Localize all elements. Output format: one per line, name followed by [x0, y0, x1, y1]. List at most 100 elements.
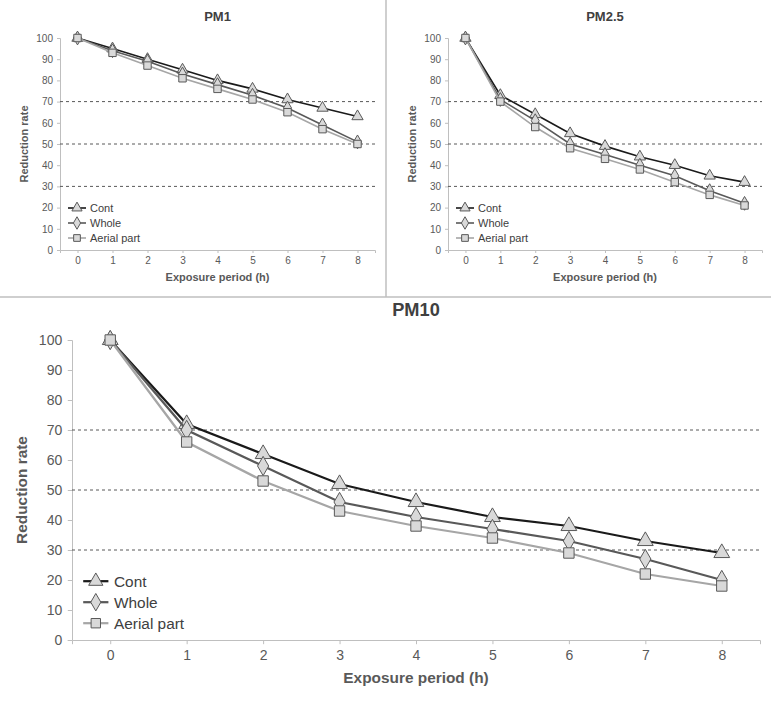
x-tick-mark	[500, 250, 501, 253]
y-tick: 80	[47, 392, 72, 408]
y-tick: 0	[435, 245, 448, 256]
y-tick-mark	[57, 229, 60, 230]
legend-marker	[74, 235, 81, 242]
x-tick-mark	[183, 250, 184, 253]
y-tick-mark	[68, 580, 72, 581]
y-tick-label: 80	[42, 75, 54, 86]
data-point	[741, 196, 749, 210]
x-tick: 8	[355, 250, 361, 266]
data-point	[319, 125, 326, 132]
y-tick-mark	[68, 550, 72, 551]
x-tick: 6	[285, 250, 291, 266]
series-line	[78, 38, 358, 116]
y-tick-mark	[68, 520, 72, 521]
y-tick-label: 100	[36, 33, 53, 44]
data-point	[354, 135, 362, 149]
x-tick-label: 5	[250, 255, 256, 266]
y-tick: 50	[430, 139, 448, 150]
x-tick-mark	[148, 250, 149, 253]
y-tick: 70	[42, 96, 60, 107]
x-tick-mark	[263, 640, 264, 644]
background	[0, 0, 771, 711]
x-tick: 1	[183, 640, 191, 663]
x-axis: 012345678	[449, 250, 763, 266]
y-tick: 50	[47, 482, 72, 498]
legend-label: Whole	[114, 594, 158, 611]
legend-marker	[91, 593, 101, 610]
series-line	[78, 38, 358, 144]
y-tick-label: 80	[47, 392, 63, 408]
x-tick-mark	[110, 640, 111, 644]
y-tick: 100	[424, 33, 448, 44]
x-tick-mark	[253, 250, 254, 253]
y-tick-mark	[445, 38, 448, 39]
x-tick-mark	[645, 640, 646, 644]
data-point	[564, 548, 574, 558]
x-tick: 4	[215, 250, 221, 266]
y-tick: 30	[47, 542, 72, 558]
y-axis-title: Reduction rate	[18, 105, 30, 182]
legend-label: Aerial part	[478, 232, 528, 244]
x-axis-line	[73, 641, 761, 645]
y-tick: 10	[47, 602, 72, 618]
x-tick-mark	[113, 250, 114, 253]
y-tick-label: 30	[42, 181, 54, 192]
data-point	[258, 456, 269, 475]
y-tick: 40	[47, 512, 72, 528]
series-line	[110, 340, 722, 586]
y-tick-label: 100	[424, 33, 441, 44]
y-tick-label: 20	[430, 202, 442, 213]
x-tick-mark	[492, 640, 493, 644]
data-point	[181, 437, 191, 447]
chart-title: PM10	[392, 300, 440, 320]
y-tick-mark	[445, 59, 448, 60]
data-point	[636, 166, 643, 173]
data-point	[249, 96, 256, 103]
x-tick: 4	[413, 640, 421, 663]
data-point	[496, 93, 504, 107]
plot-area	[72, 31, 363, 149]
x-tick-mark	[323, 250, 324, 253]
y-tick: 50	[42, 139, 60, 150]
x-tick-mark	[640, 250, 641, 253]
y-tick: 20	[430, 202, 448, 213]
y-tick-label: 30	[47, 542, 63, 558]
panel-border	[385, 0, 387, 297]
x-tick: 7	[320, 250, 326, 266]
x-tick-mark	[605, 250, 606, 253]
y-tick-label: 40	[42, 160, 54, 171]
legend: ContWholeAerial part	[68, 202, 140, 244]
x-tick-label: 6	[672, 255, 678, 266]
x-tick: 6	[672, 250, 678, 266]
y-tick-label: 40	[47, 512, 63, 528]
y-tick-mark	[57, 102, 60, 103]
y-tick-mark	[445, 144, 448, 145]
y-tick-label: 20	[42, 202, 54, 213]
y-axis-title: Reduction rate	[13, 436, 30, 544]
y-tick: 0	[47, 245, 60, 256]
y-tick-mark	[68, 460, 72, 461]
x-tick: 1	[110, 250, 116, 266]
x-tick-label: 5	[638, 255, 644, 266]
x-tick-label: 5	[489, 647, 497, 663]
x-axis-line	[61, 251, 376, 254]
x-axis-line	[449, 251, 763, 254]
y-tick-label: 70	[430, 96, 442, 107]
y-tick-label: 20	[47, 572, 63, 588]
data-point	[637, 532, 653, 546]
data-point	[462, 34, 469, 41]
reference-line	[72, 550, 760, 551]
chart: 0102030405060708090100012345678PM2.5Expo…	[406, 9, 763, 283]
y-tick-mark	[57, 123, 60, 124]
x-tick: 7	[642, 640, 650, 663]
y-tick: 0	[54, 632, 72, 648]
x-tick: 4	[603, 250, 609, 266]
y-axis-line	[68, 341, 73, 641]
legend-marker	[72, 202, 82, 211]
y-tick: 60	[430, 118, 448, 129]
y-tick-mark	[445, 250, 448, 251]
y-tick-mark	[68, 640, 72, 641]
x-tick: 8	[742, 250, 748, 266]
x-tick: 3	[180, 250, 186, 266]
y-tick-label: 50	[430, 139, 442, 150]
